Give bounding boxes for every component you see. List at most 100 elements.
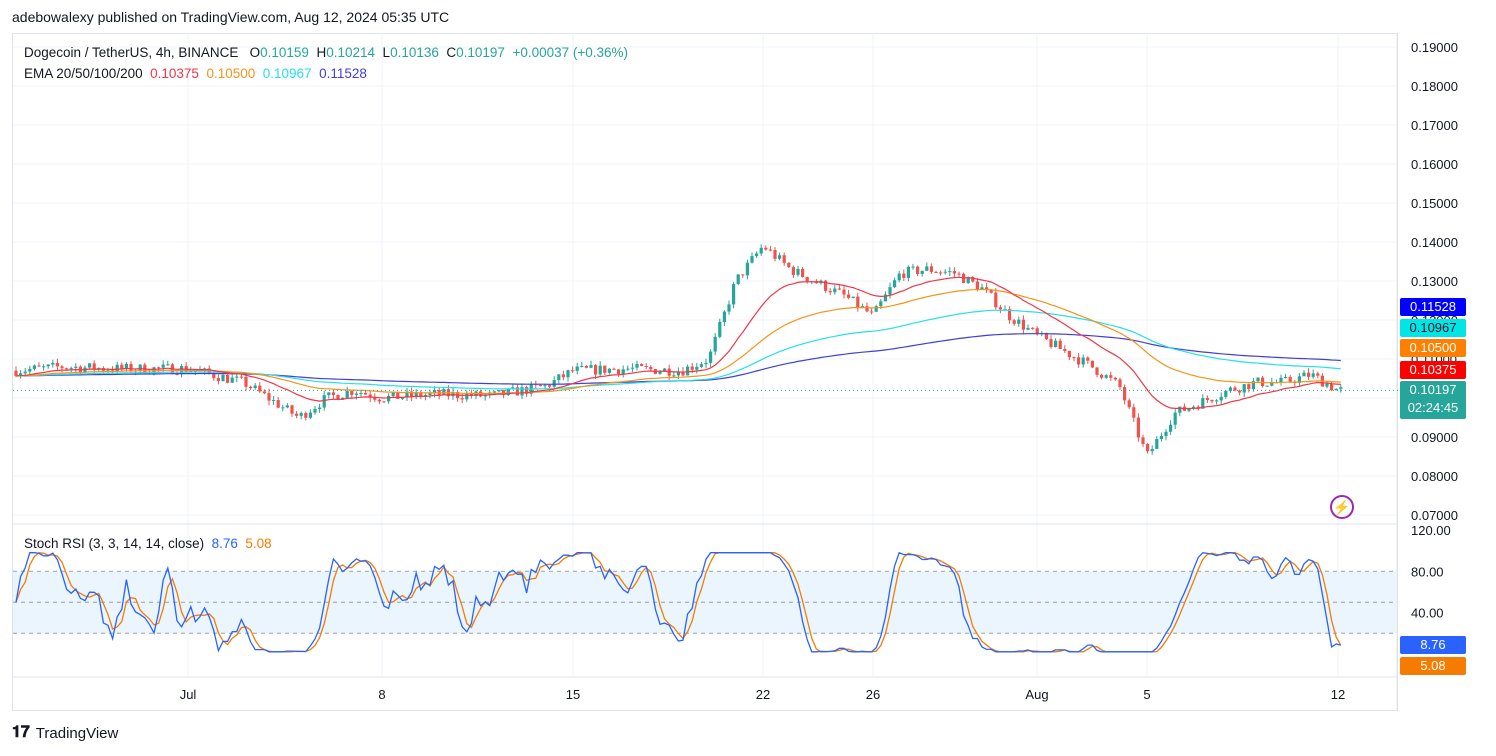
x-axis-tick-label: Aug <box>1025 687 1048 702</box>
candle-body <box>1044 333 1048 340</box>
candle-body <box>796 268 800 275</box>
candle-body <box>722 311 726 323</box>
candle-body <box>897 273 901 281</box>
candle-body <box>621 369 625 375</box>
candle-body <box>672 375 676 377</box>
candle-body <box>1265 385 1269 387</box>
candle-body <box>1031 327 1035 329</box>
candle-body <box>193 370 197 372</box>
candle-body <box>584 365 588 368</box>
candle-body <box>1077 357 1081 365</box>
candle-body <box>1307 372 1311 377</box>
candle-body <box>1141 437 1145 444</box>
candle-body <box>65 368 69 370</box>
lightning-icon[interactable]: ⚡ <box>1330 495 1354 519</box>
candle-body <box>975 281 979 290</box>
stoch-d-value: 5.08 <box>245 536 272 551</box>
candle-body <box>971 277 975 282</box>
candle-body <box>285 405 289 408</box>
candle-body <box>506 388 510 395</box>
last-price-value: 0.10197 <box>1409 382 1457 397</box>
candle-body <box>681 371 685 376</box>
candle-body <box>1021 319 1025 330</box>
candle-body <box>175 374 179 376</box>
candle-body <box>281 407 285 409</box>
candle-body <box>888 287 892 295</box>
candle-body <box>1072 357 1076 359</box>
tradingview-logo-icon: 𝟏𝟕 <box>12 724 30 741</box>
candle-body <box>1233 387 1237 391</box>
candle-body <box>630 367 634 369</box>
candle-body <box>860 306 864 308</box>
candle-body <box>189 370 193 372</box>
candle-body <box>718 322 722 337</box>
candle-body <box>902 273 906 278</box>
candle-body <box>929 266 933 272</box>
candle-body <box>640 364 644 366</box>
candle-body <box>847 294 851 298</box>
candle-body <box>658 371 662 374</box>
y-axis-tick-label: 0.17000 <box>1411 118 1458 133</box>
stoch-rsi-label: Stoch RSI (3, 3, 14, 14, close) <box>24 536 205 551</box>
candle-body <box>952 271 956 274</box>
tradingview-footer[interactable]: 𝟏𝟕 TradingView <box>12 724 118 742</box>
close-label: C <box>446 45 457 60</box>
candle-body <box>1219 396 1223 401</box>
candle-body <box>318 407 322 410</box>
candle-body <box>966 277 970 283</box>
candle-body <box>1058 340 1062 349</box>
candle-body <box>166 364 170 366</box>
ema-legend[interactable]: EMA 20/50/100/200 0.10375 0.10500 0.1096… <box>24 66 367 81</box>
y-axis-tick-label: 0.14000 <box>1411 235 1458 250</box>
candle-body <box>1067 350 1071 358</box>
y-axis-tick-label: 0.16000 <box>1411 157 1458 172</box>
candle-body <box>787 262 791 268</box>
open-value: 0.10159 <box>260 45 309 60</box>
bar-countdown: 02:24:45 <box>1407 400 1459 415</box>
symbol-name[interactable]: Dogecoin / TetherUS, 4h, BINANCE <box>24 45 239 60</box>
candle-body <box>106 370 110 372</box>
stoch-rsi-legend[interactable]: Stoch RSI (3, 3, 14, 14, close) 8.76 5.0… <box>24 536 272 551</box>
candle-body <box>345 391 349 398</box>
candle-body <box>1095 367 1099 375</box>
ema100-price-tag: 0.10967 <box>1400 319 1466 337</box>
candle-body <box>782 255 786 263</box>
stoch-d-tag: 5.08 <box>1400 657 1466 675</box>
candle-body <box>791 267 795 275</box>
candle-body <box>1256 377 1260 382</box>
open-label: O <box>249 45 261 60</box>
y-axis-tick-label: 0.18000 <box>1411 79 1458 94</box>
candle-body <box>750 256 754 263</box>
candle-body <box>957 273 961 275</box>
x-axis-tick-label: 5 <box>1143 687 1150 702</box>
candle-body <box>373 397 377 400</box>
candle-body <box>14 370 18 376</box>
candle-body <box>676 371 680 376</box>
candle-body <box>221 375 225 382</box>
candle-body <box>801 268 805 277</box>
candle-body <box>442 389 446 395</box>
candle-body <box>92 363 96 370</box>
candle-body <box>566 370 570 378</box>
candle-body <box>387 395 391 402</box>
rsi-axis-tick-label: 120.00 <box>1411 523 1451 538</box>
candle-body <box>732 284 736 305</box>
candle-body <box>226 375 230 383</box>
candle-body <box>1026 327 1030 330</box>
candle-body <box>842 289 846 295</box>
candle-body <box>253 385 257 389</box>
candle-body <box>1136 417 1140 438</box>
candle-body <box>1008 309 1012 321</box>
candle-body <box>299 413 303 416</box>
candle-body <box>755 253 759 257</box>
close-value: 0.10197 <box>456 45 505 60</box>
publisher-header: adebowalexy published on TradingView.com… <box>12 9 450 25</box>
candle-body <box>745 262 749 276</box>
candle-body <box>603 365 607 373</box>
candle-body <box>1228 387 1232 391</box>
candle-body <box>515 387 519 396</box>
candle-body <box>336 394 340 400</box>
low-value: 0.10136 <box>390 45 439 60</box>
candle-body <box>561 374 565 378</box>
